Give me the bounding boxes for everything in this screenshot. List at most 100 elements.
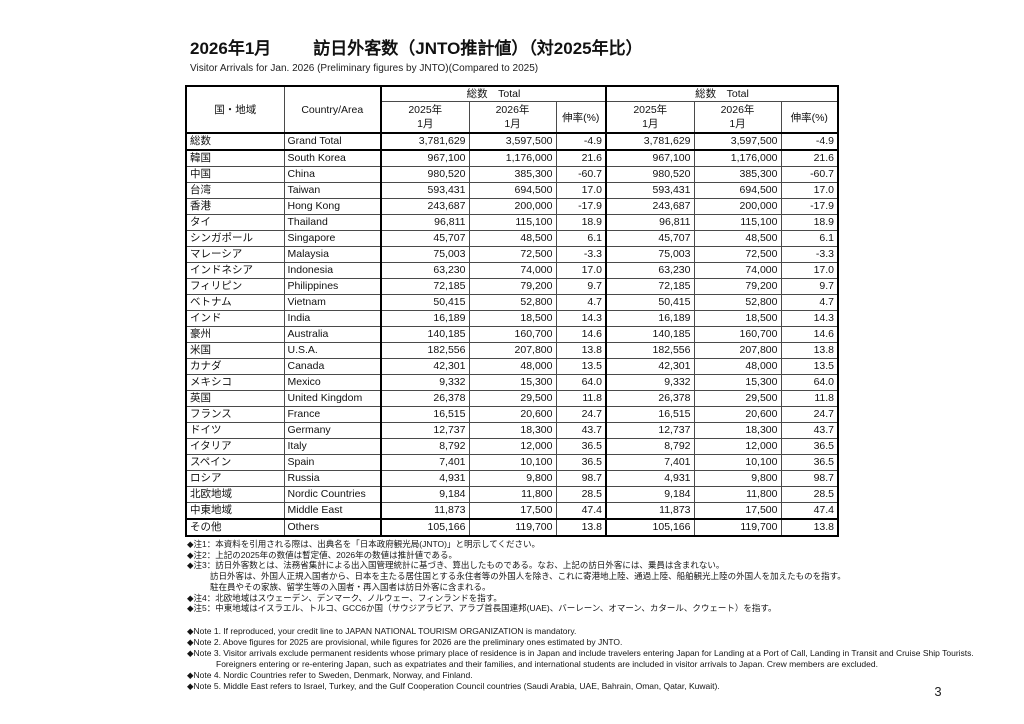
country-name-jp: インド — [185, 310, 285, 327]
growth-rate: 18.9 — [555, 214, 607, 231]
growth-rate: -4.9 — [780, 132, 839, 151]
table-row: インドネシア Indonesia 63,230 74,000 17.0 63,230 74,… — [185, 262, 839, 279]
country-name-jp: 香港 — [185, 198, 285, 215]
value-2026: 119,700 — [693, 518, 782, 537]
value-2025: 63,230 — [380, 262, 470, 279]
col-header-country-jp: 国・地域 — [185, 85, 285, 134]
page-title: 2026年1月 訪日外客数（JNTO推計値）（対2025年比） — [190, 34, 643, 59]
table-header: 国・地域 Country/Area 総数 Total 総数 Total 2025… — [185, 85, 839, 134]
value-2026: 9,800 — [693, 470, 782, 487]
value-2025: 75,003 — [605, 246, 695, 263]
table-row: 総数 Grand Total 3,781,629 3,597,500 -4.9 3,781… — [185, 132, 839, 151]
table-row: メキシコ Mexico 9,332 15,300 64.0 9,332 15,300 64.0 — [185, 374, 839, 391]
growth-rate: 24.7 — [780, 406, 839, 423]
value-2025: 8,792 — [380, 438, 470, 455]
country-name-jp: その他 — [185, 518, 285, 537]
growth-rate: -3.3 — [780, 246, 839, 263]
country-name-en: Thailand — [283, 214, 382, 231]
month-label: 1月 — [417, 118, 434, 130]
value-2025: 96,811 — [380, 214, 470, 231]
growth-rate: 11.8 — [780, 390, 839, 407]
growth-rate: -60.7 — [555, 166, 607, 183]
value-2025: 140,185 — [380, 326, 470, 343]
country-name-en: Vietnam — [283, 294, 382, 311]
value-2026: 200,000 — [468, 198, 557, 215]
value-2026: 29,500 — [468, 390, 557, 407]
country-name-en: Others — [283, 518, 382, 537]
country-name-en: Singapore — [283, 230, 382, 247]
page-number: 3 — [934, 684, 942, 699]
value-2026: 48,500 — [468, 230, 557, 247]
value-2025: 9,332 — [380, 374, 470, 391]
growth-rate: -17.9 — [555, 198, 607, 215]
value-2026: 207,800 — [693, 342, 782, 359]
table-row: イタリア Italy 8,792 12,000 36.5 8,792 12,000 36.5 — [185, 438, 839, 455]
value-2026: 3,597,500 — [693, 132, 782, 151]
value-2025: 16,189 — [605, 310, 695, 327]
growth-rate: 17.0 — [555, 262, 607, 279]
year-label: 2026年 — [720, 104, 755, 116]
value-2025: 7,401 — [605, 454, 695, 471]
value-2026: 694,500 — [693, 182, 782, 199]
value-2026: 20,600 — [468, 406, 557, 423]
value-2026: 18,500 — [468, 310, 557, 327]
country-name-en: France — [283, 406, 382, 423]
title-date: 2026年1月 — [190, 39, 272, 58]
value-2026: 48,000 — [468, 358, 557, 375]
growth-rate: 4.7 — [555, 294, 607, 311]
value-2025: 967,100 — [380, 149, 470, 167]
table-row: インド India 16,189 18,500 14.3 16,189 18,500 14.3 — [185, 310, 839, 327]
growth-rate: 21.6 — [555, 149, 607, 167]
value-2025: 26,378 — [605, 390, 695, 407]
value-2026: 17,500 — [693, 502, 782, 520]
table-row: 英国 United Kingdom 26,378 29,500 11.8 26,378 29… — [185, 390, 839, 407]
note-line: ◆注4：北欧地域はスウェーデン、デンマーク、ノルウェー、フィンランドを指す。 — [187, 592, 502, 603]
growth-rate: 13.8 — [555, 518, 607, 537]
value-2025: 3,781,629 — [605, 132, 695, 151]
value-2025: 7,401 — [380, 454, 470, 471]
value-2026: 160,700 — [468, 326, 557, 343]
table-body: 総数 Grand Total 3,781,629 3,597,500 -4.9 3,781… — [185, 132, 839, 537]
value-2025: 980,520 — [605, 166, 695, 183]
value-2025: 967,100 — [605, 149, 695, 167]
country-name-en: Italy — [283, 438, 382, 455]
country-name-en: Mexico — [283, 374, 382, 391]
country-name-en: U.S.A. — [283, 342, 382, 359]
value-2026: 79,200 — [468, 278, 557, 295]
growth-rate: 36.5 — [555, 438, 607, 455]
country-name-en: Taiwan — [283, 182, 382, 199]
growth-rate: 98.7 — [555, 470, 607, 487]
value-2025: 4,931 — [605, 470, 695, 487]
country-name-en: Malaysia — [283, 246, 382, 263]
growth-rate: 13.8 — [555, 342, 607, 359]
value-2026: 12,000 — [693, 438, 782, 455]
value-2026: 385,300 — [693, 166, 782, 183]
value-2025: 140,185 — [605, 326, 695, 343]
growth-rate: 28.5 — [780, 486, 839, 503]
value-2025: 12,737 — [380, 422, 470, 439]
country-name-jp: 北欧地域 — [185, 486, 285, 503]
growth-rate: 36.5 — [555, 454, 607, 471]
month-label: 1月 — [642, 118, 659, 130]
growth-rate: -17.9 — [780, 198, 839, 215]
country-name-jp: 中国 — [185, 166, 285, 183]
note-line: 訪日外客は、外国人正規入国者から、日本を主たる居住国とする永住者等の外国人を除き… — [210, 571, 846, 582]
value-2026: 200,000 — [693, 198, 782, 215]
page-subtitle: Visitor Arrivals for Jan. 2026 (Prelimin… — [190, 63, 539, 74]
growth-rate: 14.3 — [780, 310, 839, 327]
value-2025: 11,873 — [605, 502, 695, 520]
country-name-en: Spain — [283, 454, 382, 471]
table-row: カナダ Canada 42,301 48,000 13.5 42,301 48,000 13.… — [185, 358, 839, 375]
value-2025: 42,301 — [380, 358, 470, 375]
country-name-jp: スペイン — [185, 454, 285, 471]
value-2025: 243,687 — [605, 198, 695, 215]
table-row: シンガポール Singapore 45,707 48,500 6.1 45,707 48,5… — [185, 230, 839, 247]
note-line: ◆注2：上記の2025年の数値は暫定値、2026年の数値は推計値である。 — [187, 549, 458, 560]
note-line: ◆Note 4. Nordic Countries refer to Swede… — [187, 670, 473, 680]
growth-rate: 11.8 — [555, 390, 607, 407]
col-header-2026-1: 2026年 1月 — [468, 101, 557, 134]
country-name-jp: 総数 — [185, 132, 285, 151]
col-header-country-en: Country/Area — [283, 85, 382, 134]
growth-rate: 47.4 — [555, 502, 607, 520]
value-2026: 207,800 — [468, 342, 557, 359]
